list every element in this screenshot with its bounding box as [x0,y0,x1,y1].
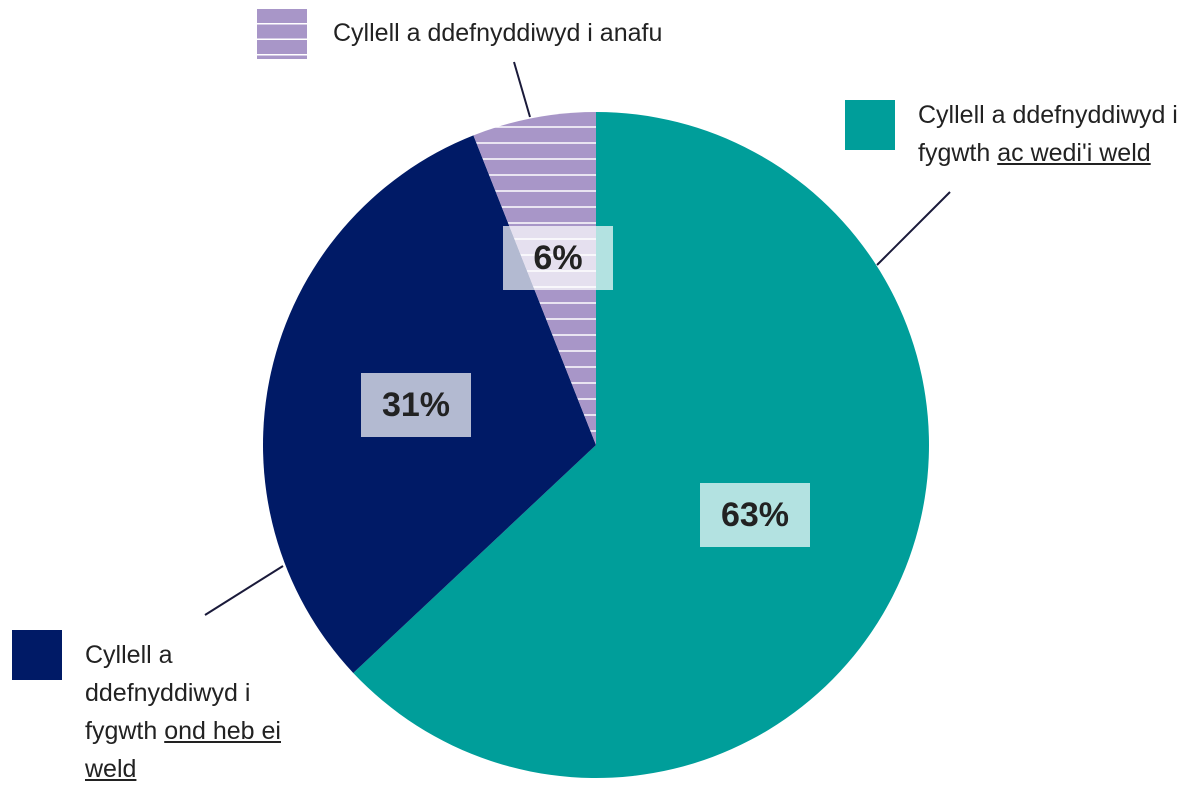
leader-line [876,191,951,266]
legend-label: Cyllell a ddefnyddiwyd i fygwth ac wedi'… [918,96,1186,172]
data-label-box [361,373,471,437]
data-label-box [503,226,613,290]
legend-label: Cyllell a ddefnyddiwyd i fygwth ond heb … [85,636,290,788]
data-label: 31% [382,386,450,424]
legend-swatch [12,630,62,680]
legend-text: Cyllell a ddefnyddiwyd i fygwth [918,101,1178,167]
pie-slice [353,112,930,778]
data-label: 6% [533,239,582,277]
data-label: 63% [721,496,789,534]
legend-text: ac wedi'i weld [997,139,1151,167]
data-label-box [700,483,810,547]
legend-swatch [845,100,895,150]
legend-text: Cyllell a ddefnyddiwyd i anafu [333,19,663,47]
leader-line [513,61,531,118]
leader-line [204,565,284,616]
legend-text: ond heb ei weld [85,717,281,783]
legend-text: Cyllell a ddefnyddiwyd i fygwth [85,641,251,745]
legend-swatch [257,9,307,59]
legend-label: Cyllell a ddefnyddiwyd i anafu [333,14,833,52]
